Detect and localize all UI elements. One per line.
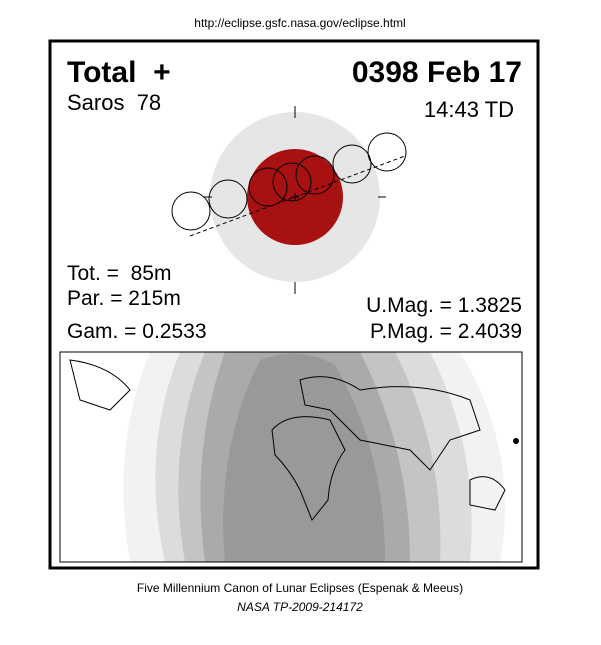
frame: [48, 39, 540, 570]
saros: Saros 78: [67, 90, 161, 115]
footer-title: Five Millennium Canon of Lunar Eclipses …: [137, 581, 463, 595]
footer-reference: NASA TP-2009-214172: [237, 600, 363, 614]
eclipse-diagram: [171, 106, 407, 294]
time: 14:43 TD: [424, 97, 514, 122]
visibility-map: [59, 351, 523, 563]
eclipse-date: 0398 Feb 17: [352, 56, 522, 89]
total-duration: Tot. = 85m: [67, 262, 171, 285]
umbral-magnitude: U.Mag. = 1.3825: [366, 294, 522, 317]
eclipse-type: Total +: [67, 56, 171, 89]
url: http://eclipse.gsfc.nasa.gov/eclipse.htm…: [194, 16, 405, 30]
partial-duration: Par. = 215m: [67, 287, 181, 310]
penumbral-magnitude: P.Mag. = 2.4039: [370, 320, 522, 343]
gamma: Gam. = 0.2533: [67, 320, 207, 343]
moon-path: [171, 106, 407, 294]
